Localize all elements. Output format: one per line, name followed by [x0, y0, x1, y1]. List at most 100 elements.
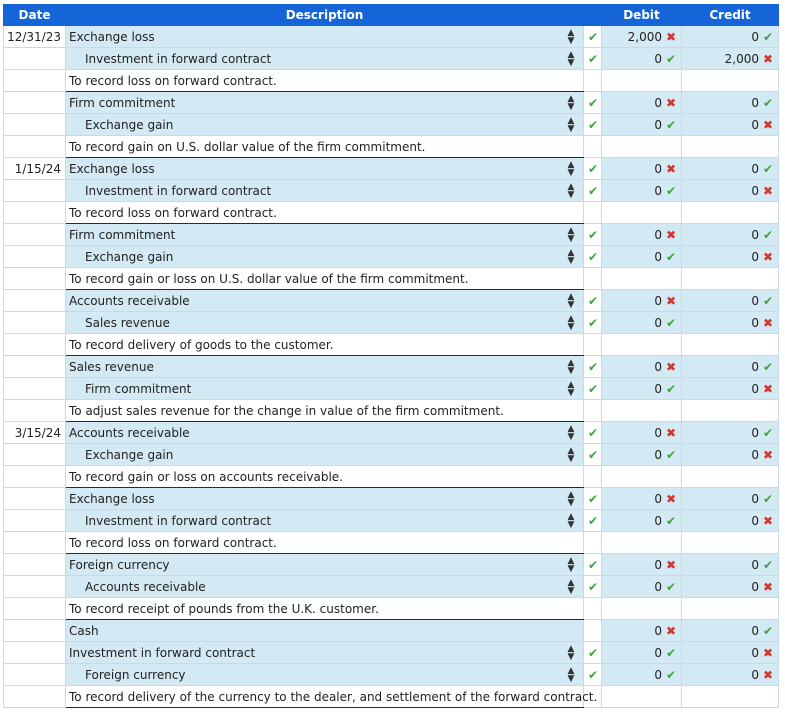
- check-cell: ✔: [583, 421, 602, 444]
- account-select[interactable]: Accounts receivable ▲ ▼: [65, 575, 584, 598]
- table-row: Accounts receivable ▲ ▼ ✔ 0 ✔ 0 ✖: [3, 575, 779, 598]
- account-select[interactable]: Exchange gain ▲ ▼: [65, 113, 584, 136]
- debit-input[interactable]: 0 ✖: [601, 487, 682, 510]
- debit-input[interactable]: 0 ✔: [601, 47, 682, 70]
- account-select[interactable]: Exchange loss ▲ ▼: [65, 25, 584, 48]
- select-arrows-icon[interactable]: ▲ ▼: [567, 665, 575, 684]
- check-cell: ✔: [583, 553, 602, 576]
- select-arrows-icon[interactable]: ▲ ▼: [567, 49, 575, 68]
- select-arrows-icon[interactable]: ▲ ▼: [567, 489, 575, 508]
- account-select[interactable]: Investment in forward contract ▲ ▼: [65, 47, 584, 70]
- credit-input[interactable]: 0 ✖: [681, 377, 779, 400]
- account-select[interactable]: Exchange loss ▲ ▼: [65, 157, 584, 180]
- credit-input[interactable]: 0 ✔: [681, 157, 779, 180]
- cross-icon: ✖: [762, 513, 774, 528]
- memo-row: To record delivery of the currency to th…: [3, 685, 779, 708]
- account-name: Investment in forward contract: [85, 513, 272, 528]
- account-select[interactable]: Accounts receivable ▲ ▼: [65, 421, 584, 444]
- debit-input[interactable]: 0 ✖: [601, 553, 682, 576]
- credit-input[interactable]: 0 ✔: [681, 25, 779, 48]
- credit-input[interactable]: 0 ✔: [681, 223, 779, 246]
- credit-input[interactable]: 0 ✔: [681, 289, 779, 312]
- credit-input[interactable]: 0 ✖: [681, 663, 779, 686]
- account-select[interactable]: Investment in forward contract ▲ ▼: [65, 509, 584, 532]
- account-select[interactable]: Firm commitment ▲ ▼: [65, 223, 584, 246]
- debit-input[interactable]: 0 ✖: [601, 421, 682, 444]
- debit-input[interactable]: 0 ✔: [601, 575, 682, 598]
- account-select[interactable]: Accounts receivable ▲ ▼: [65, 289, 584, 312]
- debit-input[interactable]: 0 ✔: [601, 245, 682, 268]
- debit-input[interactable]: 0 ✔: [601, 179, 682, 202]
- debit-input[interactable]: 2,000 ✖: [601, 25, 682, 48]
- select-arrows-icon[interactable]: ▲ ▼: [567, 555, 575, 574]
- account-select[interactable]: Firm commitment ▲ ▼: [65, 377, 584, 400]
- table-row: Exchange gain ▲ ▼ ✔ 0 ✔ 0 ✖: [3, 113, 779, 136]
- credit-input[interactable]: 0 ✖: [681, 443, 779, 466]
- select-arrows-icon[interactable]: ▲ ▼: [567, 159, 575, 178]
- credit-input[interactable]: 0 ✔: [681, 421, 779, 444]
- debit-input[interactable]: 0 ✔: [601, 377, 682, 400]
- debit-input[interactable]: 0 ✖: [601, 91, 682, 114]
- select-arrows-icon[interactable]: ▲ ▼: [567, 379, 575, 398]
- debit-input[interactable]: 0 ✖: [601, 157, 682, 180]
- credit-input[interactable]: 0 ✔: [681, 553, 779, 576]
- credit-value: 0: [751, 161, 759, 176]
- debit-input[interactable]: 0 ✖: [601, 289, 682, 312]
- select-arrows-icon[interactable]: ▲ ▼: [567, 291, 575, 310]
- journal-table: Date Description Debit Credit 12/31/23 Ex…: [3, 4, 779, 708]
- credit-input[interactable]: 0 ✔: [681, 487, 779, 510]
- select-arrows-icon[interactable]: ▲ ▼: [567, 357, 575, 376]
- debit-input[interactable]: 0 ✔: [601, 311, 682, 334]
- select-arrows-icon[interactable]: ▲ ▼: [567, 27, 575, 46]
- account-select[interactable]: Firm commitment ▲ ▼: [65, 91, 584, 114]
- select-arrows-icon[interactable]: ▲ ▼: [567, 511, 575, 530]
- select-arrows-icon[interactable]: ▲ ▼: [567, 225, 575, 244]
- account-select[interactable]: Exchange gain ▲ ▼: [65, 245, 584, 268]
- select-arrows-icon[interactable]: ▲ ▼: [567, 577, 575, 596]
- select-arrows-icon[interactable]: ▲ ▼: [567, 643, 575, 662]
- account-select[interactable]: Sales revenue ▲ ▼: [65, 311, 584, 334]
- account-select[interactable]: Investment in forward contract ▲ ▼: [65, 179, 584, 202]
- select-arrows-icon[interactable]: ▲ ▼: [567, 445, 575, 464]
- debit-cell: [601, 685, 682, 708]
- entry-date: [3, 179, 66, 202]
- credit-input[interactable]: 0 ✖: [681, 245, 779, 268]
- credit-input[interactable]: 0 ✖: [681, 575, 779, 598]
- credit-input[interactable]: 0 ✔: [681, 619, 779, 642]
- account-select[interactable]: Sales revenue ▲ ▼: [65, 355, 584, 378]
- account-select[interactable]: Investment in forward contract ▲ ▼: [65, 641, 584, 664]
- debit-input[interactable]: 0 ✔: [601, 113, 682, 136]
- debit-input[interactable]: 0 ✔: [601, 509, 682, 532]
- select-arrows-icon[interactable]: ▲ ▼: [567, 115, 575, 134]
- account-select[interactable]: Exchange loss ▲ ▼: [65, 487, 584, 510]
- select-arrows-icon[interactable]: ▲ ▼: [567, 313, 575, 332]
- credit-input[interactable]: 0 ✔: [681, 91, 779, 114]
- debit-input[interactable]: 0 ✖: [601, 355, 682, 378]
- select-arrows-icon[interactable]: ▲ ▼: [567, 181, 575, 200]
- debit-input[interactable]: 0 ✔: [601, 443, 682, 466]
- debit-value: 0: [654, 513, 662, 528]
- account-select[interactable]: Foreign currency ▲ ▼: [65, 663, 584, 686]
- debit-value: 0: [654, 557, 662, 572]
- credit-input[interactable]: 0 ✖: [681, 179, 779, 202]
- table-row: Investment in forward contract ▲ ▼ ✔ 0 ✔ 0 ✖: [3, 509, 779, 532]
- credit-input[interactable]: 0 ✔: [681, 355, 779, 378]
- account-select[interactable]: Cash: [65, 619, 584, 642]
- credit-input[interactable]: 0 ✖: [681, 113, 779, 136]
- debit-input[interactable]: 0 ✔: [601, 641, 682, 664]
- account-select-inner: Investment in forward contract ▲ ▼: [66, 48, 583, 69]
- credit-input[interactable]: 2,000 ✖: [681, 47, 779, 70]
- credit-input[interactable]: 0 ✖: [681, 509, 779, 532]
- account-select[interactable]: Exchange gain ▲ ▼: [65, 443, 584, 466]
- debit-header: Debit: [601, 4, 682, 26]
- debit-input[interactable]: 0 ✖: [601, 223, 682, 246]
- credit-value: 0: [751, 667, 759, 682]
- select-arrows-icon[interactable]: ▲ ▼: [567, 423, 575, 442]
- credit-input[interactable]: 0 ✖: [681, 641, 779, 664]
- credit-input[interactable]: 0 ✖: [681, 311, 779, 334]
- account-select[interactable]: Foreign currency ▲ ▼: [65, 553, 584, 576]
- debit-input[interactable]: 0 ✖: [601, 619, 682, 642]
- select-arrows-icon[interactable]: ▲ ▼: [567, 247, 575, 266]
- select-arrows-icon[interactable]: ▲ ▼: [567, 93, 575, 112]
- debit-input[interactable]: 0 ✔: [601, 663, 682, 686]
